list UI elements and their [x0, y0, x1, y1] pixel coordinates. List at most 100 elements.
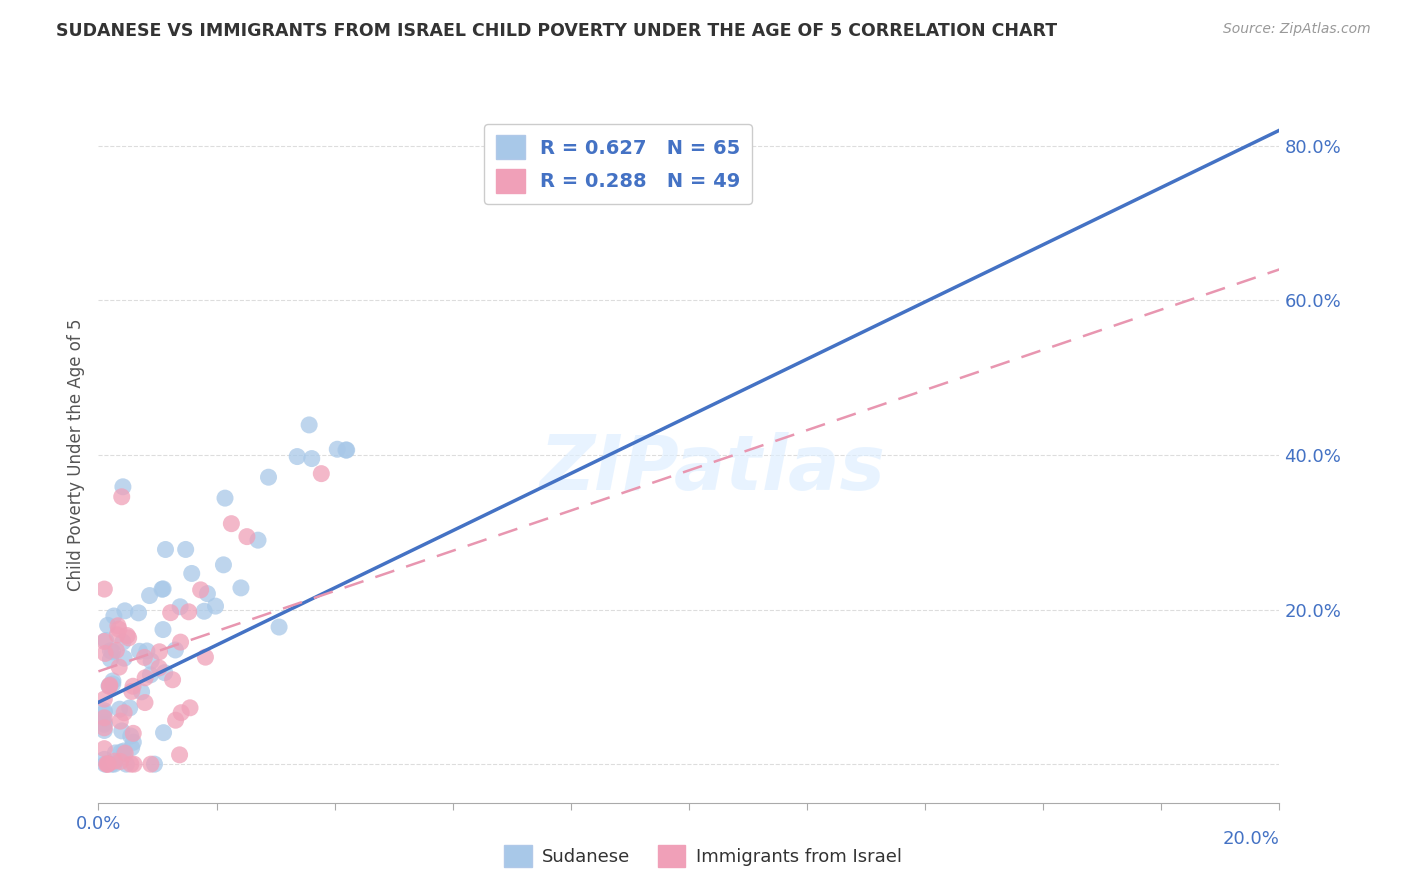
- Legend: R = 0.627   N = 65, R = 0.288   N = 49: R = 0.627 N = 65, R = 0.288 N = 49: [484, 124, 752, 204]
- Point: [101, 677, 124, 691]
- Point: [152, 725, 174, 739]
- Point: [212, 558, 235, 572]
- Point: [169, 599, 191, 614]
- Point: [93, 711, 115, 725]
- Point: [267, 620, 290, 634]
- Point: [120, 729, 142, 743]
- Point: [103, 609, 125, 624]
- Text: SUDANESE VS IMMIGRANTS FROM ISRAEL CHILD POVERTY UNDER THE AGE OF 5 CORRELATION : SUDANESE VS IMMIGRANTS FROM ISRAEL CHILD…: [56, 22, 1057, 40]
- Point: [107, 619, 129, 633]
- Point: [197, 587, 219, 601]
- Point: [153, 665, 176, 680]
- Point: [128, 606, 150, 620]
- Point: [148, 645, 170, 659]
- Point: [122, 679, 145, 693]
- Point: [326, 442, 349, 457]
- Point: [131, 685, 153, 699]
- Point: [105, 643, 128, 657]
- Point: [134, 650, 156, 665]
- Text: ZIPatlas: ZIPatlas: [540, 432, 886, 506]
- Point: [134, 696, 156, 710]
- Point: [118, 701, 141, 715]
- Point: [247, 533, 270, 548]
- Point: [117, 631, 139, 645]
- Point: [177, 605, 200, 619]
- Point: [100, 644, 122, 658]
- Point: [152, 582, 174, 596]
- Point: [139, 757, 162, 772]
- Point: [110, 745, 132, 759]
- Point: [111, 490, 134, 504]
- Point: [94, 647, 117, 661]
- Text: 20.0%: 20.0%: [1223, 830, 1279, 848]
- Point: [115, 629, 138, 643]
- Point: [100, 757, 122, 772]
- Point: [111, 480, 134, 494]
- Point: [112, 744, 135, 758]
- Point: [93, 706, 115, 720]
- Point: [121, 740, 143, 755]
- Point: [180, 566, 202, 581]
- Point: [214, 491, 236, 505]
- Point: [301, 451, 323, 466]
- Point: [257, 470, 280, 484]
- Point: [115, 757, 138, 772]
- Point: [148, 661, 170, 675]
- Point: [236, 530, 259, 544]
- Point: [194, 650, 217, 665]
- Point: [128, 644, 150, 658]
- Point: [111, 635, 134, 649]
- Point: [98, 679, 121, 693]
- Text: Source: ZipAtlas.com: Source: ZipAtlas.com: [1223, 22, 1371, 37]
- Legend: Sudanese, Immigrants from Israel: Sudanese, Immigrants from Israel: [498, 838, 908, 874]
- Point: [204, 599, 226, 614]
- Point: [111, 723, 134, 738]
- Point: [139, 654, 162, 668]
- Point: [155, 542, 177, 557]
- Point: [108, 660, 131, 674]
- Point: [122, 757, 145, 772]
- Point: [285, 450, 308, 464]
- Point: [101, 673, 124, 688]
- Point: [93, 721, 115, 735]
- Point: [159, 606, 181, 620]
- Point: [93, 752, 115, 766]
- Point: [152, 623, 174, 637]
- Point: [112, 706, 135, 720]
- Point: [336, 443, 359, 458]
- Point: [103, 757, 125, 772]
- Point: [94, 757, 117, 772]
- Point: [193, 604, 215, 618]
- Point: [134, 671, 156, 685]
- Point: [170, 706, 193, 720]
- Point: [335, 443, 357, 458]
- Point: [122, 735, 145, 749]
- Point: [94, 633, 117, 648]
- Point: [110, 755, 132, 769]
- Point: [93, 741, 115, 756]
- Point: [108, 702, 131, 716]
- Point: [93, 704, 115, 718]
- Point: [165, 713, 187, 727]
- Point: [114, 604, 136, 618]
- Point: [179, 701, 201, 715]
- Point: [150, 582, 173, 597]
- Point: [174, 542, 197, 557]
- Point: [98, 679, 121, 693]
- Point: [221, 516, 243, 531]
- Point: [93, 723, 115, 738]
- Point: [139, 668, 162, 682]
- Point: [93, 692, 115, 706]
- Point: [93, 715, 115, 730]
- Point: [93, 717, 115, 731]
- Point: [105, 628, 128, 642]
- Point: [138, 589, 160, 603]
- Point: [122, 726, 145, 740]
- Point: [298, 417, 321, 432]
- Point: [96, 757, 118, 772]
- Point: [104, 746, 127, 760]
- Y-axis label: Child Poverty Under the Age of 5: Child Poverty Under the Age of 5: [66, 318, 84, 591]
- Point: [96, 757, 118, 772]
- Point: [101, 645, 124, 659]
- Point: [97, 757, 120, 772]
